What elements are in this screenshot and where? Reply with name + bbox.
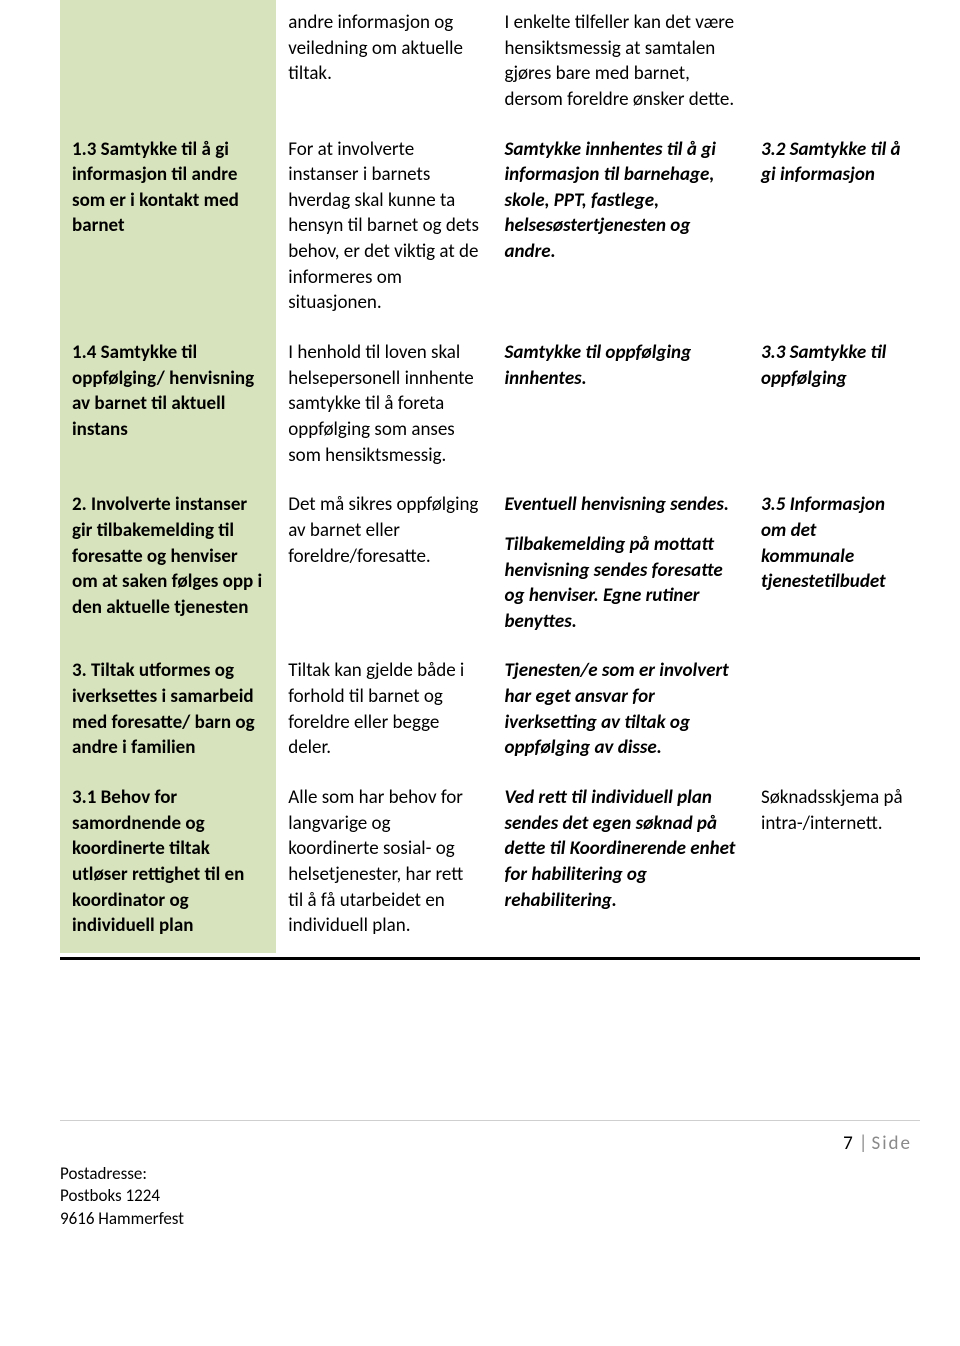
cell-col3: Tjenesten/e som er involvert har eget an… [493, 648, 749, 775]
cell-col1: 1.3 Samtykke til å gi informasjon til an… [60, 127, 276, 330]
cell-col2: Tiltak kan gjelde både i forhold til bar… [276, 648, 492, 775]
address-line: Postboks 1224 [60, 1185, 920, 1208]
cell-col3: I enkelte tilfeller kan det være hensikt… [493, 0, 749, 127]
document-page: andre informasjon og veiledning om aktue… [0, 0, 960, 1271]
table-row: 2. Involverte instanser gir tilbakemeldi… [60, 482, 920, 648]
table-row: 1.4 Samtykke til oppfølging/ henvisning … [60, 330, 920, 482]
cell-col4: Søknadsskjema på intra-/internett. [749, 775, 920, 953]
cell-col3: Eventuell henvisning sendes. Tilbakemeld… [493, 482, 749, 648]
cell-col1: 1.4 Samtykke til oppfølging/ henvisning … [60, 330, 276, 482]
page-number-label: Side [871, 1132, 912, 1155]
cell-col2: andre informasjon og veiledning om aktue… [276, 0, 492, 127]
table-row: andre informasjon og veiledning om aktue… [60, 0, 920, 127]
cell-col1 [60, 0, 276, 127]
cell-col3: Ved rett til individuell plan sendes det… [493, 775, 749, 953]
content-table: andre informasjon og veiledning om aktue… [60, 0, 920, 953]
cell-col3: Samtykke innhentes til å gi informasjon … [493, 127, 749, 330]
cell-col2: I henhold til loven skal helsepersonell … [276, 330, 492, 482]
table-bottom-rule [60, 957, 920, 960]
page-number: 7 |Side [60, 1131, 920, 1157]
cell-col4 [749, 648, 920, 775]
table-row: 1.3 Samtykke til å gi informasjon til an… [60, 127, 920, 330]
cell-col1: 3. Tiltak utformes og iverksettes i sama… [60, 648, 276, 775]
cell-col2: Alle som har behov for langvarige og koo… [276, 775, 492, 953]
cell-col2: Det må sikres oppfølging av barnet eller… [276, 482, 492, 648]
cell-col2: For at involverte instanser i barnets hv… [276, 127, 492, 330]
footer-address: Postadresse: Postboks 1224 9616 Hammerfe… [60, 1163, 920, 1232]
cell-col1: 3.1 Behov for samordnende og koordinerte… [60, 775, 276, 953]
cell-col4: 3.3 Samtykke til oppfølging [749, 330, 920, 482]
cell-col4: 3.2 Samtykke til å gi informasjon [749, 127, 920, 330]
footer-rule [60, 1120, 920, 1121]
table-row: 3.1 Behov for samordnende og koordinerte… [60, 775, 920, 953]
cell-col1: 2. Involverte instanser gir tilbakemeldi… [60, 482, 276, 648]
cell-col3: Samtykke til oppfølging innhentes. [493, 330, 749, 482]
page-footer: 7 |Side Postadresse: Postboks 1224 9616 H… [60, 1120, 920, 1271]
cell-col4 [749, 0, 920, 127]
table-row: 3. Tiltak utformes og iverksettes i sama… [60, 648, 920, 775]
address-label: Postadresse: [60, 1163, 920, 1186]
address-line: 9616 Hammerfest [60, 1208, 920, 1231]
cell-col4: 3.5 Informasjon om det kommunale tjenest… [749, 482, 920, 648]
page-number-separator: | [859, 1132, 868, 1155]
page-number-value: 7 [843, 1132, 853, 1155]
